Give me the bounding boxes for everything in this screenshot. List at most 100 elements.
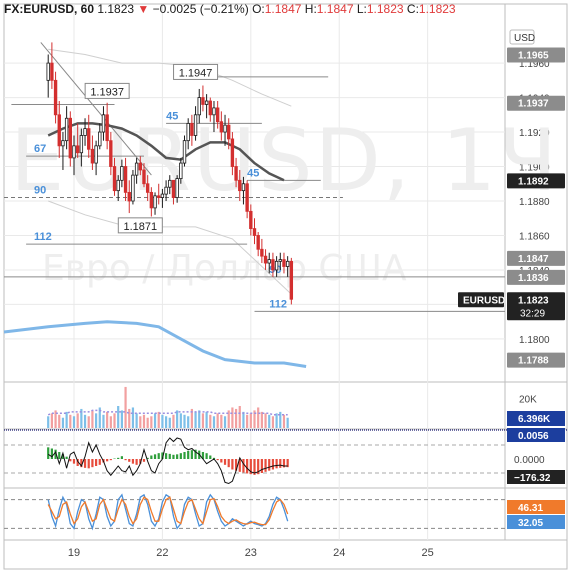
macd-bar — [54, 449, 57, 459]
currency-label: USD — [514, 33, 535, 44]
candle-body — [134, 162, 139, 176]
macd-bar — [146, 457, 149, 459]
volume-bar — [183, 414, 186, 428]
candle-body — [182, 140, 187, 164]
volume-bar — [249, 413, 252, 428]
volume-bar — [253, 410, 256, 428]
macd-bar — [179, 453, 182, 459]
volume-bar — [238, 406, 241, 428]
volume-bar — [69, 414, 72, 428]
volume-bar — [58, 414, 61, 428]
stoch-d-value: 46.31 — [518, 503, 543, 514]
candle-body — [204, 100, 209, 105]
x-tick-label: 24 — [333, 547, 345, 559]
ohlc-high: 1.1847 — [316, 2, 354, 16]
macd-bar — [257, 459, 260, 475]
macd-bar — [260, 459, 263, 473]
candle-body — [212, 107, 216, 116]
last-price: 1.1823 — [97, 2, 135, 16]
candle-body — [131, 174, 135, 202]
macd-bar — [234, 459, 238, 471]
macd-bar — [131, 459, 135, 464]
candle-body — [241, 183, 246, 192]
symbol-name[interactable]: FX:EURUSD, 60 — [4, 2, 95, 16]
macd-bar — [212, 457, 216, 459]
ohlc-close: 1.1823 — [418, 2, 456, 16]
volume-bar — [242, 411, 245, 428]
volume-bar — [212, 416, 216, 428]
chart-frame — [3, 3, 568, 570]
volume-bar — [271, 416, 275, 428]
candle-body — [219, 121, 224, 133]
candle-body — [245, 183, 249, 212]
bollinger-lower — [48, 200, 292, 295]
ohlc-low: 1.1823 — [366, 2, 404, 16]
macd-tick: 0.0000 — [514, 455, 545, 466]
volume-bar — [135, 413, 138, 428]
candle-body — [278, 259, 282, 262]
candle-body — [53, 79, 58, 116]
macd-bar — [142, 459, 146, 462]
volume-bar — [282, 414, 286, 428]
symbol-tag — [458, 292, 504, 308]
volume-bar — [190, 408, 193, 428]
candle-body — [50, 62, 54, 81]
price-callout: 1.1937 — [90, 86, 124, 98]
x-tick-label: 23 — [245, 547, 257, 559]
candle-body — [223, 124, 227, 133]
price-tag-value: 1.1892 — [518, 176, 549, 187]
candle-body — [252, 228, 257, 236]
price-callout: 1.1947 — [179, 67, 213, 79]
candle-body — [101, 114, 106, 133]
macd-bar — [172, 454, 175, 459]
candle-body — [112, 166, 117, 192]
macd-bar — [223, 459, 227, 465]
price-tag-value: 1.1788 — [518, 356, 549, 367]
macd-bar — [139, 459, 142, 464]
candle-body — [83, 128, 87, 136]
candle-body — [171, 179, 176, 198]
macd-bar — [279, 459, 282, 468]
ohlc-low-label: L: — [356, 2, 367, 16]
candle-body — [267, 259, 271, 264]
candle-body — [271, 259, 275, 271]
candle-body — [127, 191, 131, 202]
candle-body — [68, 117, 72, 159]
macd-bar — [47, 447, 50, 459]
macd-bar — [164, 453, 168, 459]
volume-bar — [142, 414, 146, 428]
candle-body — [256, 235, 260, 250]
macd-value2-tag — [507, 470, 565, 484]
level-label: 45 — [247, 167, 259, 179]
volume-tick: 20K — [519, 395, 537, 406]
volume-bar — [120, 410, 123, 428]
volume-bar — [286, 417, 289, 428]
stoch-k-tag — [507, 515, 565, 529]
candle-body — [72, 145, 76, 159]
y-tick-label: 1.1800 — [519, 335, 550, 346]
candle-body — [175, 178, 179, 198]
candle-body — [285, 260, 290, 267]
price-tag — [507, 95, 565, 111]
macd-bar — [264, 459, 267, 472]
candle-body — [145, 183, 150, 193]
volume-bar — [275, 413, 278, 428]
volume-bar — [65, 411, 68, 428]
macd-bar — [282, 459, 286, 468]
price-change: −0.0025 (−0.21%) — [152, 2, 249, 16]
macd-bar — [183, 452, 186, 459]
volume-bar — [179, 413, 182, 428]
candle-body — [153, 195, 157, 209]
price-callout: 1.1871 — [123, 221, 157, 233]
macd-bar — [227, 459, 230, 468]
macd-bar — [187, 450, 190, 459]
candle-body — [186, 123, 190, 142]
candle-body — [46, 62, 50, 81]
candle-body — [160, 193, 165, 198]
candle-body — [227, 124, 231, 140]
level-label: 112 — [269, 298, 287, 310]
price-tag — [507, 352, 565, 368]
macd-bar — [161, 452, 164, 459]
candle-body — [282, 259, 286, 267]
